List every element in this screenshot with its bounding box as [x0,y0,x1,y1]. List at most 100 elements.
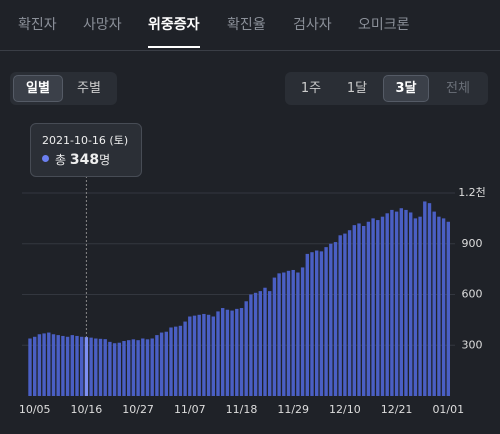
x-tick-label: 11/18 [226,403,258,416]
bar [347,230,352,396]
bar [380,216,385,396]
bar [390,209,394,396]
bar [282,272,286,396]
bar [277,273,281,396]
bar [211,316,215,396]
bar [333,242,338,396]
bar [376,220,380,396]
bar [94,338,98,396]
bar [371,218,375,396]
bar [150,338,154,396]
bar [263,287,267,396]
range-toggle: 1주 1달 3달 전체 [285,72,488,105]
bar [338,235,342,396]
bar [268,291,272,396]
x-tick-label: 11/29 [277,403,309,416]
bar [197,314,201,396]
tab-active[interactable]: 위중증자 [148,14,200,48]
bar [112,343,117,396]
bar [51,334,56,396]
bar [136,340,140,396]
bar [329,243,333,396]
bar [70,335,74,396]
bar [409,212,413,396]
bar [37,334,42,396]
bar [352,225,356,396]
bar [188,316,192,396]
bar [131,339,136,396]
bar [47,332,51,396]
tooltip-prefix: 총 [55,153,67,167]
x-tick-label: 11/07 [174,403,206,416]
bar [127,340,131,396]
bar [61,335,65,396]
tab[interactable]: 확진자 [18,17,57,33]
bar [98,338,103,396]
bar [239,308,244,396]
toggle-button[interactable]: 전체 [446,81,470,96]
bar [75,335,79,396]
bar [230,310,234,396]
bar [319,251,324,396]
tab[interactable]: 오미크론 [358,17,410,33]
bar [159,332,164,396]
bar [357,223,361,396]
bar [310,252,314,396]
tooltip-unit: 명 [99,153,111,167]
bar [315,250,319,396]
bar [122,341,126,396]
tooltip-value: 총 348명 [55,151,110,168]
bar [178,325,183,396]
x-tick-label: 10/16 [71,403,103,416]
bar [33,336,37,396]
bar [423,201,427,396]
tab-bar: 확진자 사망자 위중증자 확진율 검사자 오미크론 [0,14,500,51]
bar [65,336,70,396]
period-toggle: 일별 주별 [10,72,117,105]
x-tick-label: 12/21 [381,403,413,416]
tooltip-number: 348 [69,152,100,168]
bar [108,341,112,396]
y-tick-label: 900 [462,237,483,250]
bar [164,331,168,396]
tab[interactable]: 확진율 [227,17,266,33]
bar [235,308,239,396]
bar [394,211,399,396]
bar [272,277,277,396]
tooltip-dot [42,155,49,162]
bar [427,203,432,396]
bar [399,208,403,396]
tooltip: 2021-10-16 (토) 총 348명 [30,123,142,177]
toggle-button[interactable]: 3달 [383,75,429,102]
toggle-button[interactable]: 1달 [346,81,368,96]
bar [28,338,32,396]
bar [206,314,211,396]
tab[interactable]: 검사자 [293,17,332,33]
bar [169,327,173,396]
bar [404,209,408,396]
x-tick-label: 01/01 [432,403,464,416]
bar [305,253,309,396]
bar [296,272,300,396]
x-tick-label: 10/27 [122,403,154,416]
bar [56,335,60,396]
bar [192,315,197,396]
bar [225,309,230,396]
bar [291,269,295,396]
bar [249,294,253,396]
tab[interactable]: 사망자 [83,17,122,33]
bar [413,218,418,396]
toggle-button[interactable]: 주별 [77,81,101,96]
bar [89,337,93,396]
toggle-button[interactable]: 1주 [300,81,322,96]
bar [258,291,262,396]
bar [432,211,436,396]
bar [418,216,422,396]
x-tick-label: 10/05 [19,403,51,416]
toggle-button[interactable]: 일별 [13,75,63,102]
bar [300,267,305,396]
bar [155,335,159,396]
bar [286,270,291,396]
bar [84,337,89,396]
